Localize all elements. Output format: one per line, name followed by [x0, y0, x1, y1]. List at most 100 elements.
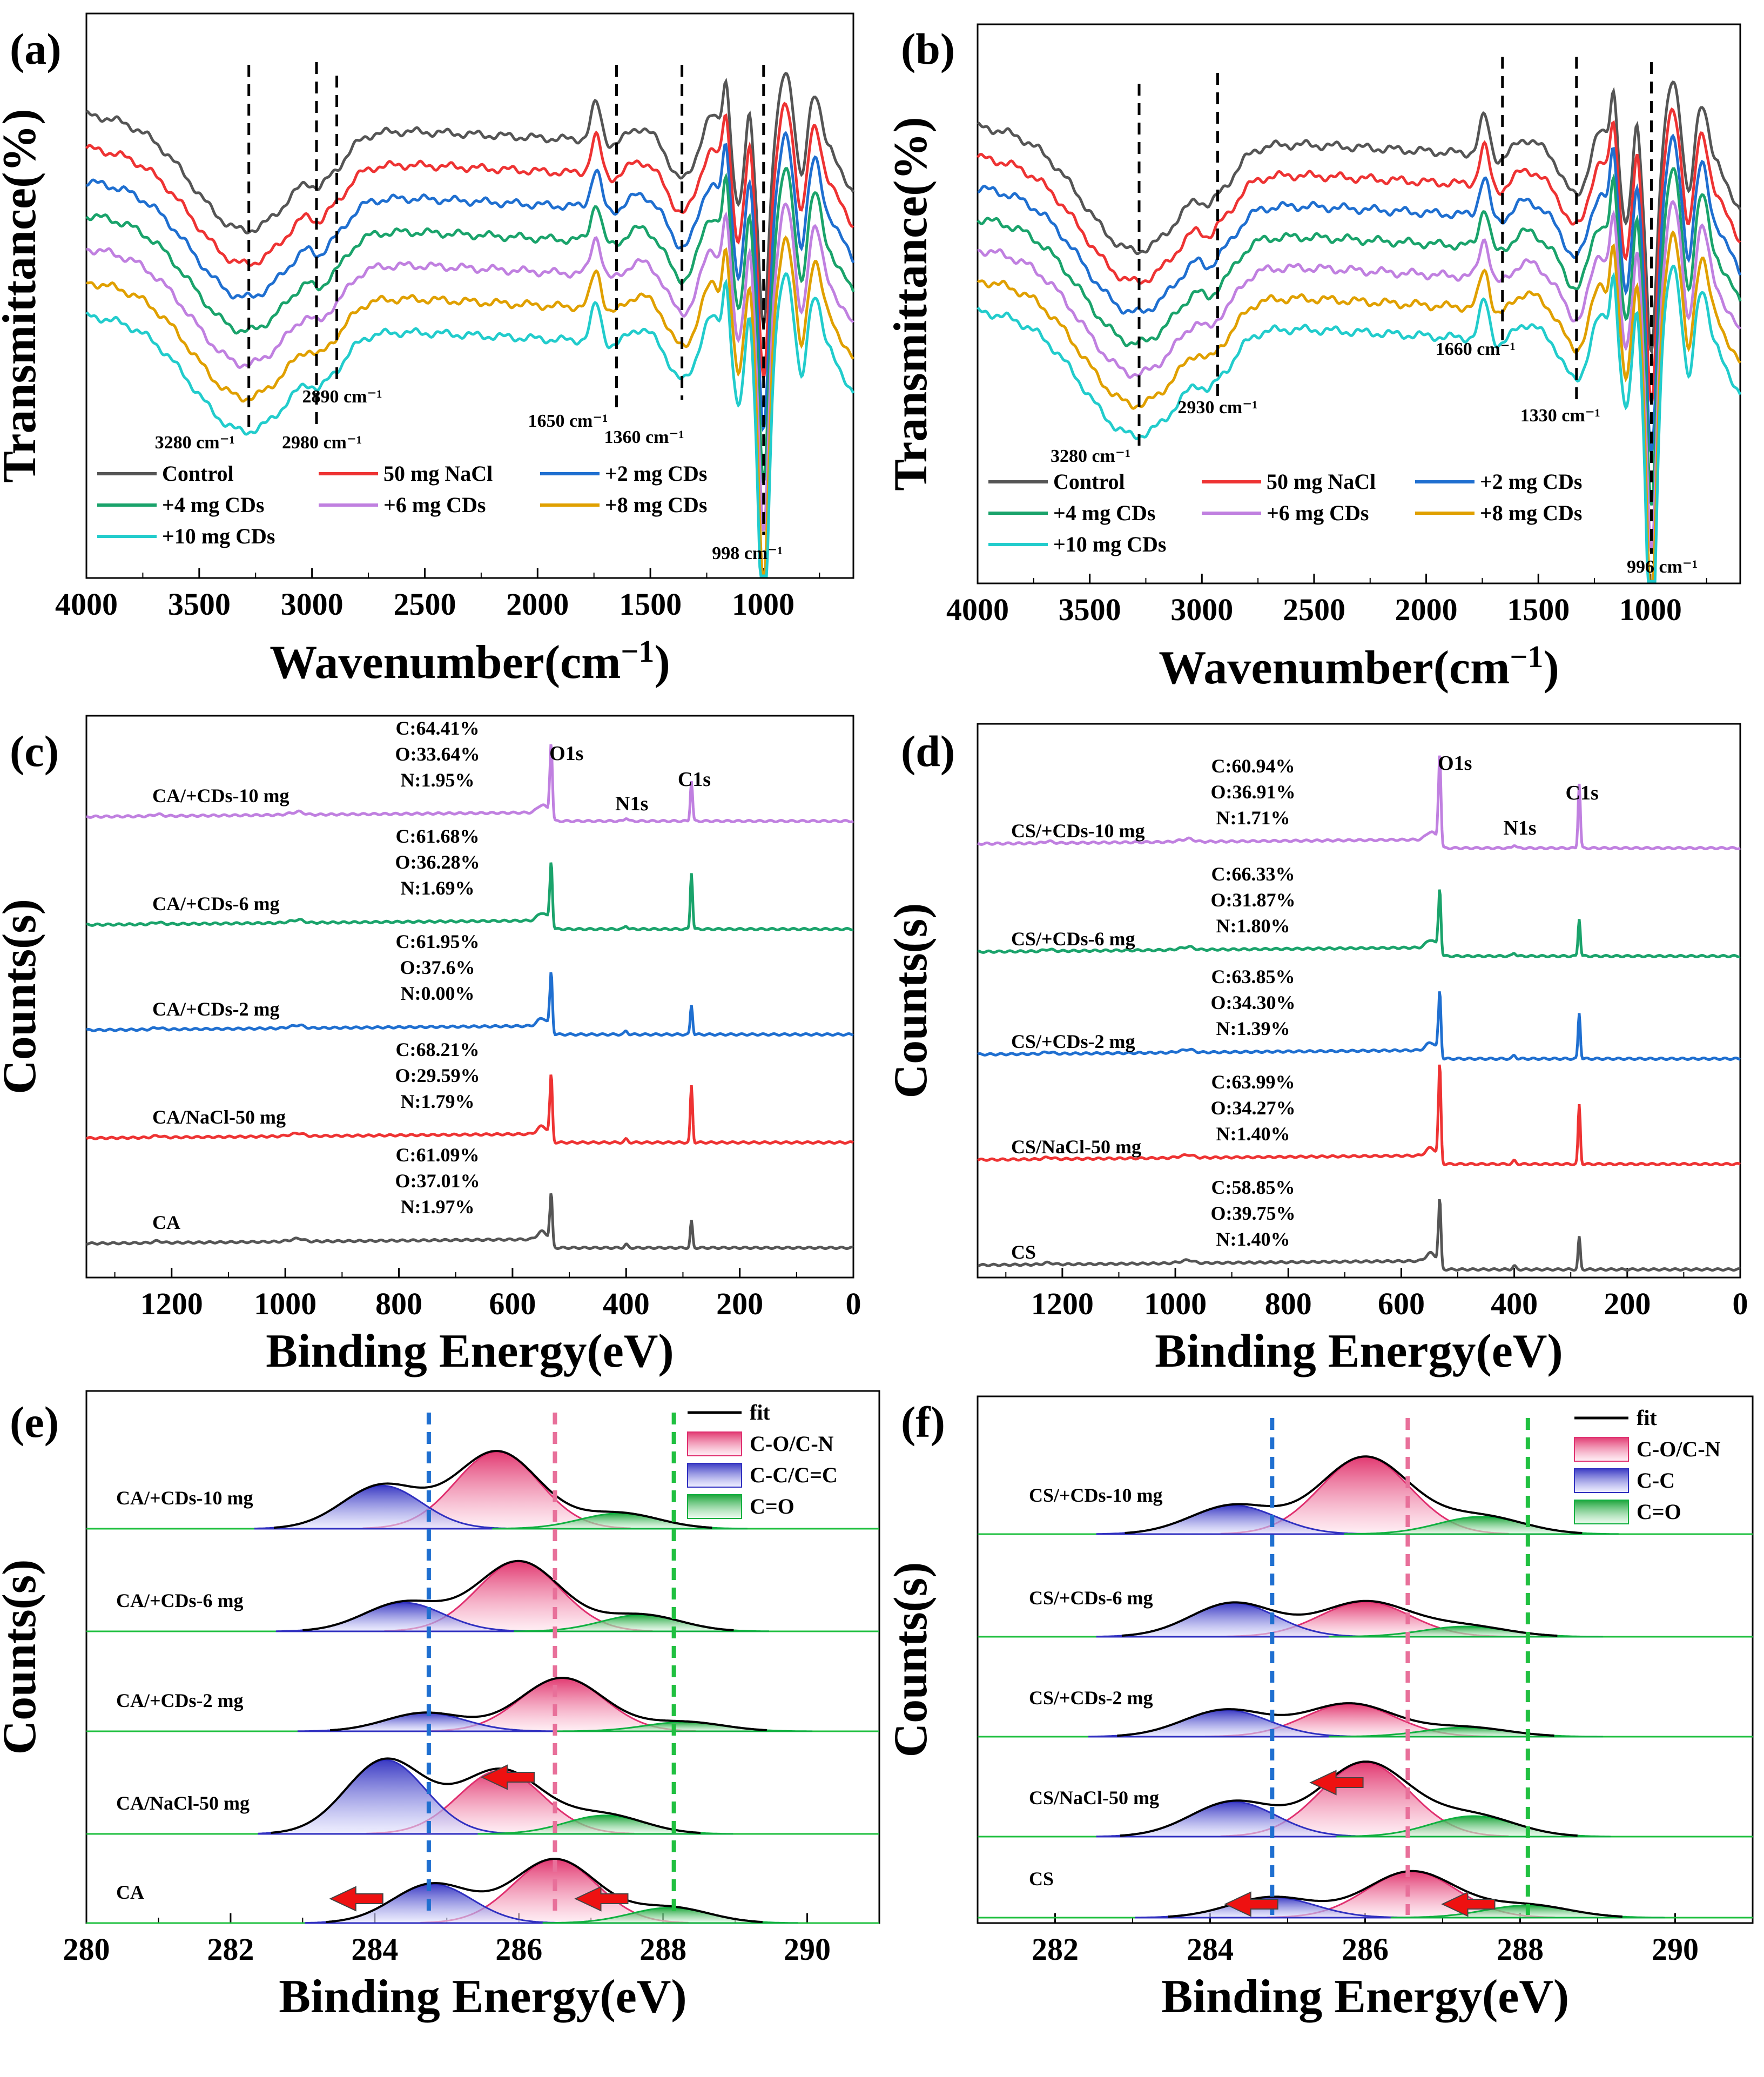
survey-spectrum-line	[977, 889, 1741, 959]
fit-envelope-line	[1125, 1455, 1583, 1534]
sample-label: CA	[116, 1881, 144, 1903]
composition-label: O:29.59%	[395, 1065, 480, 1086]
ftir-panel-b: 4000 3500 3000 2500 2000 1500 1000 Wavenumber(c…	[885, 23, 1742, 694]
ftir-panel-b-frame	[977, 23, 1741, 584]
xps-c1s-panel-f: 282 284 286 288 290 Binding Energy(eV) Counts(…	[885, 1395, 1754, 2023]
spectrum-line--4-mg-cds	[977, 167, 1742, 506]
x-tick-label: 284	[351, 1932, 398, 1967]
legend-swatch	[687, 1431, 742, 1456]
survey-spectrum-line	[86, 862, 854, 932]
composition-label: N:1.97%	[401, 1196, 475, 1218]
composition-label: C:61.95%	[396, 931, 480, 952]
composition-label: C:64.41%	[396, 717, 480, 739]
composition-label: O:36.28%	[395, 851, 480, 873]
legend-label: C=O	[1637, 1500, 1681, 1524]
legend-label: +8 mg CDs	[605, 493, 707, 517]
spectrum-line--6-mg-cds	[86, 202, 854, 532]
y-axis-label: Counts(s)	[0, 899, 46, 1094]
composition-label: C:63.99%	[1211, 1071, 1295, 1093]
panel-label: (c)	[10, 727, 59, 776]
y-axis-label: Counts(s)	[0, 1560, 46, 1755]
composition-label: C:66.33%	[1211, 863, 1295, 885]
sample-label: CA/+CDs-10 mg	[116, 1487, 253, 1509]
shift-arrow-icon	[1441, 1891, 1496, 1917]
legend-label: +4 mg CDs	[162, 493, 264, 517]
composition-label: C:61.09%	[396, 1144, 480, 1166]
composition-label: O:39.75%	[1211, 1202, 1296, 1224]
legend-label: +6 mg CDs	[383, 493, 486, 517]
x-tick-label: 282	[1032, 1932, 1079, 1967]
sample-label: CA/+CDs-2 mg	[116, 1690, 244, 1711]
x-tick-label: 1200	[140, 1286, 203, 1321]
sample-label: CS	[1011, 1241, 1036, 1263]
x-tick-label: 286	[1342, 1932, 1389, 1967]
survey-spectrum-line	[977, 755, 1741, 851]
fit-envelope-line	[271, 1757, 701, 1834]
sample-label: CS/+CDs-2 mg	[1011, 1031, 1135, 1052]
x-tick-label: 1200	[1031, 1286, 1094, 1321]
spectrum-line--6-mg-cds	[977, 200, 1741, 554]
composition-label: C:58.85%	[1211, 1177, 1295, 1198]
legend-label: Control	[1053, 469, 1125, 494]
x-tick-label: 288	[1497, 1932, 1544, 1967]
survey-spectrum-line	[86, 744, 854, 824]
x-tick-label: 284	[1187, 1932, 1234, 1967]
fit-envelope-line	[273, 1450, 712, 1529]
composition-label: O:33.64%	[395, 743, 480, 765]
composition-label: N:1.71%	[1216, 807, 1290, 829]
x-tick-label: 3500	[1059, 592, 1121, 627]
legend-swatch	[687, 1463, 742, 1488]
x-axis-label: Binding Energy(eV)	[1161, 1971, 1569, 2023]
composition-label: C:63.85%	[1211, 966, 1295, 987]
x-tick-label: 400	[1491, 1286, 1538, 1321]
peak-annotation: 998 cm⁻¹	[712, 543, 783, 563]
survey-spectrum-line	[977, 991, 1741, 1061]
peak-label-n1s: N1s	[1503, 817, 1536, 839]
x-tick-label: 1000	[254, 1286, 317, 1321]
legend-label: fit	[1637, 1406, 1657, 1430]
x-tick-label: 200	[716, 1286, 763, 1321]
x-tick-label: 286	[495, 1932, 542, 1967]
sample-label: CA/+CDs-2 mg	[152, 998, 280, 1020]
x-tick-label: 2000	[506, 587, 569, 622]
x-tick-label: 2000	[1395, 592, 1458, 627]
x-tick-label: 3500	[168, 587, 231, 622]
panel-label: (f)	[901, 1397, 945, 1447]
fit-envelope-line	[1121, 1599, 1558, 1637]
legend-label: C-C	[1637, 1468, 1675, 1493]
peak-annotation: 1330 cm⁻¹	[1520, 406, 1600, 426]
x-tick-label: 4000	[946, 592, 1009, 627]
y-axis-label: Counts(s)	[885, 903, 937, 1099]
shift-arrow-icon	[1224, 1891, 1278, 1917]
peak-annotation: 1650 cm⁻¹	[528, 411, 608, 431]
composition-label: O:37.01%	[395, 1170, 480, 1192]
legend-label: +4 mg CDs	[1053, 501, 1155, 525]
survey-spectrum-line	[86, 972, 854, 1037]
legend-label: C-O/C-N	[1637, 1437, 1721, 1461]
legend-label: C-O/C-N	[750, 1431, 834, 1456]
legend-label: Control	[162, 461, 234, 486]
shift-arrow-icon	[574, 1886, 629, 1912]
peak-label-n1s: N1s	[615, 792, 648, 815]
shift-arrow-icon	[329, 1886, 383, 1912]
composition-label: N:1.39%	[1216, 1018, 1290, 1039]
x-tick-label: 800	[1265, 1286, 1312, 1321]
peak-annotation: 3280 cm⁻¹	[1051, 446, 1130, 466]
legend-label: +2 mg CDs	[605, 461, 707, 486]
peak-label-c1s: C1s	[678, 768, 711, 791]
peak-annotation: 1360 cm⁻¹	[604, 427, 684, 447]
y-axis-label: Counts(s)	[885, 1562, 937, 1758]
spectrum-line--2-mg-cds	[977, 133, 1742, 454]
x-axis-label: Binding Energy(eV)	[279, 1971, 686, 2023]
x-tick-label: 4000	[55, 587, 118, 622]
x-tick-label: 600	[489, 1286, 536, 1321]
composition-label: N:1.40%	[1216, 1228, 1290, 1250]
legend-label: C=O	[750, 1494, 795, 1518]
composition-label: O:36.91%	[1211, 781, 1296, 803]
composition-label: N:1.69%	[401, 877, 475, 899]
x-axis-label: Binding Energy(eV)	[1155, 1325, 1563, 1377]
composition-label: N:0.00%	[401, 983, 475, 1004]
x-tick-label: 200	[1604, 1286, 1651, 1321]
ftir-panel-a: 4000 3500 3000 2500 2000 1500 1000 Wavenumber(c…	[0, 12, 855, 689]
spectrum-line-control	[977, 80, 1742, 356]
